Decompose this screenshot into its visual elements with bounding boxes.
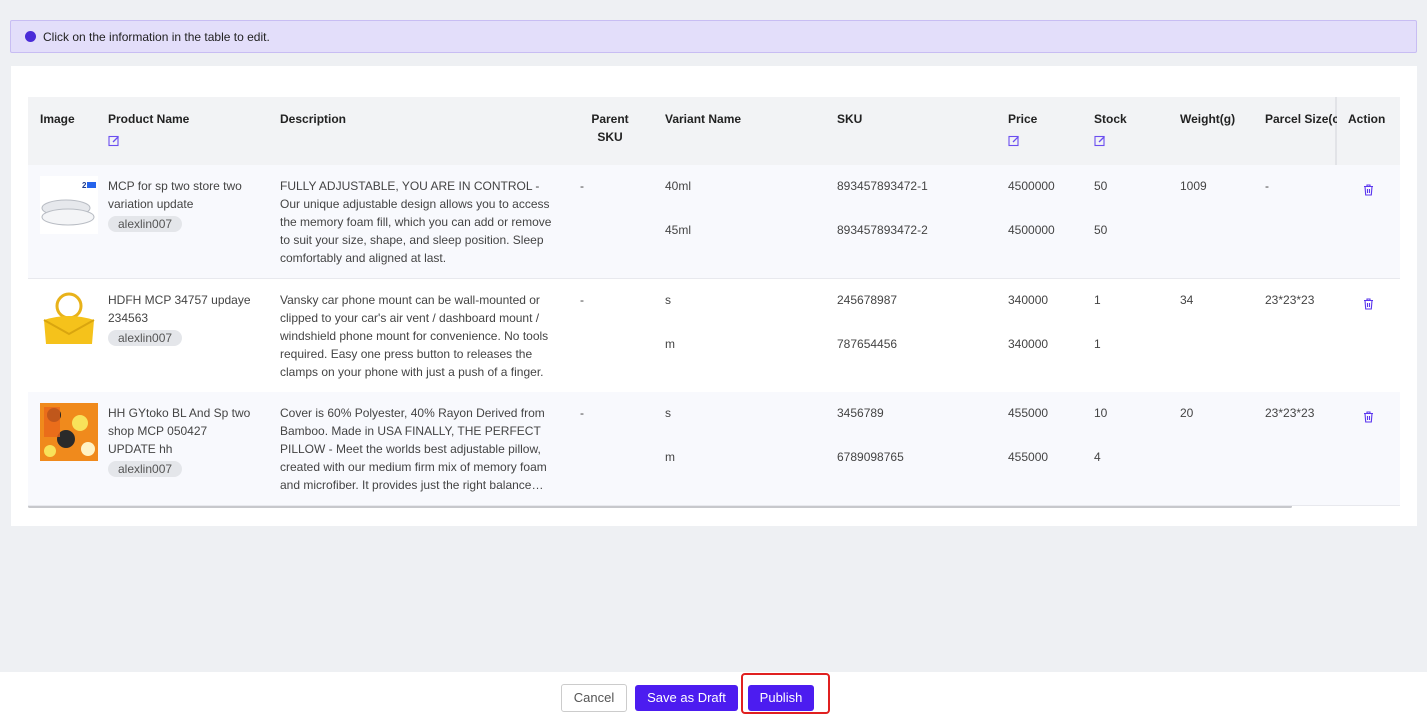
product-name: MCP for sp two store two variation updat…: [108, 179, 242, 232]
variant-stock: 50: [1094, 179, 1108, 193]
variant-name: 40ml: [665, 179, 692, 193]
column-header: Weight(g): [1180, 112, 1236, 126]
cancel-button[interactable]: Cancel: [561, 684, 627, 712]
weight: 20: [1180, 406, 1194, 420]
scrollbar[interactable]: [28, 505, 1292, 508]
variant-name: m: [665, 450, 675, 464]
column-header: Parcel Size(c: [1265, 112, 1337, 126]
store-tag: alexlin007: [108, 461, 183, 477]
table-row: [28, 165, 1400, 279]
product-image: [40, 403, 98, 461]
parcel-size: 23*23*23: [1265, 406, 1315, 420]
edit-icon[interactable]: [1094, 135, 1106, 147]
description: Vansky car phone mount can be wall-mount…: [280, 292, 549, 379]
column-header: Variant Name: [665, 112, 742, 126]
variant-sku: 893457893472-2: [837, 223, 928, 237]
variant-price: 4500000: [1008, 223, 1055, 237]
parent-sku: -: [580, 406, 584, 420]
product-name: HH GYtoko BL And Sp two shop MCP 050427 …: [108, 406, 251, 477]
edit-icon[interactable]: [108, 135, 120, 147]
edit-icon[interactable]: [1008, 135, 1020, 147]
variant-name: m: [665, 336, 675, 351]
weight: 1009: [1180, 179, 1207, 193]
product-image: [40, 289, 98, 348]
notice-bar: Click on the information in the table to…: [10, 20, 1417, 53]
store-tag: alexlin007: [108, 216, 183, 232]
product-name: HDFH MCP 34757 updaye 234563 alexlin007: [108, 292, 251, 346]
parent-sku: -: [580, 292, 584, 307]
store-tag: alexlin007: [108, 329, 183, 346]
product-image: 2: [40, 176, 98, 234]
variant-name: s: [665, 406, 671, 420]
parcel-size: -: [1265, 179, 1269, 193]
delete-icon[interactable]: [1363, 184, 1374, 196]
column-header: Stock: [1094, 112, 1127, 126]
description: Cover is 60% Polyester, 40% Rayon Derive…: [280, 406, 547, 492]
description: FULLY ADJUSTABLE, YOU ARE IN CONTROL - O…: [280, 179, 552, 265]
column-header: Price: [1008, 112, 1038, 126]
column-header: Description: [280, 112, 347, 126]
column-header: Parent SKU: [591, 112, 629, 144]
variant-stock: 50: [1094, 223, 1108, 237]
svg-text:2: 2: [82, 181, 87, 190]
weight: 34: [1180, 292, 1194, 307]
variant-stock: 1: [1094, 292, 1101, 307]
column-header: SKU: [837, 112, 863, 126]
variant-name: 45ml: [665, 223, 692, 237]
parcel-size: 23*23*23: [1265, 292, 1315, 307]
variant-name: s: [665, 292, 671, 307]
variant-price: 340000: [1008, 336, 1049, 351]
variant-stock: 4: [1094, 450, 1101, 464]
variant-sku: 6789098765: [837, 450, 904, 464]
variant-sku: 245678987: [837, 292, 898, 307]
column-header: Product Name: [108, 112, 190, 126]
variant-stock: 10: [1094, 406, 1108, 420]
info-icon: [25, 31, 36, 42]
variant-price: 455000: [1008, 406, 1049, 420]
variant-sku: 787654456: [837, 336, 898, 351]
table-row: [28, 392, 1400, 506]
parent-sku: -: [580, 179, 584, 193]
variant-sku: 893457893472-1: [837, 179, 928, 193]
delete-icon[interactable]: [1363, 297, 1374, 310]
save-draft-button[interactable]: Save as Draft: [635, 685, 738, 711]
variant-stock: 1: [1094, 336, 1101, 351]
column-header: Image: [40, 112, 75, 126]
delete-icon[interactable]: [1363, 411, 1374, 423]
variant-sku: 3456789: [837, 406, 884, 420]
publish-button[interactable]: Publish: [748, 685, 814, 711]
table-header: [28, 97, 1400, 165]
column-header: Action: [1348, 112, 1386, 126]
notice-text: Click on the information in the table to…: [43, 30, 270, 44]
highlight-box: [741, 673, 830, 714]
variant-price: 340000: [1008, 292, 1049, 307]
variant-price: 455000: [1008, 450, 1049, 464]
variant-price: 4500000: [1008, 179, 1055, 193]
